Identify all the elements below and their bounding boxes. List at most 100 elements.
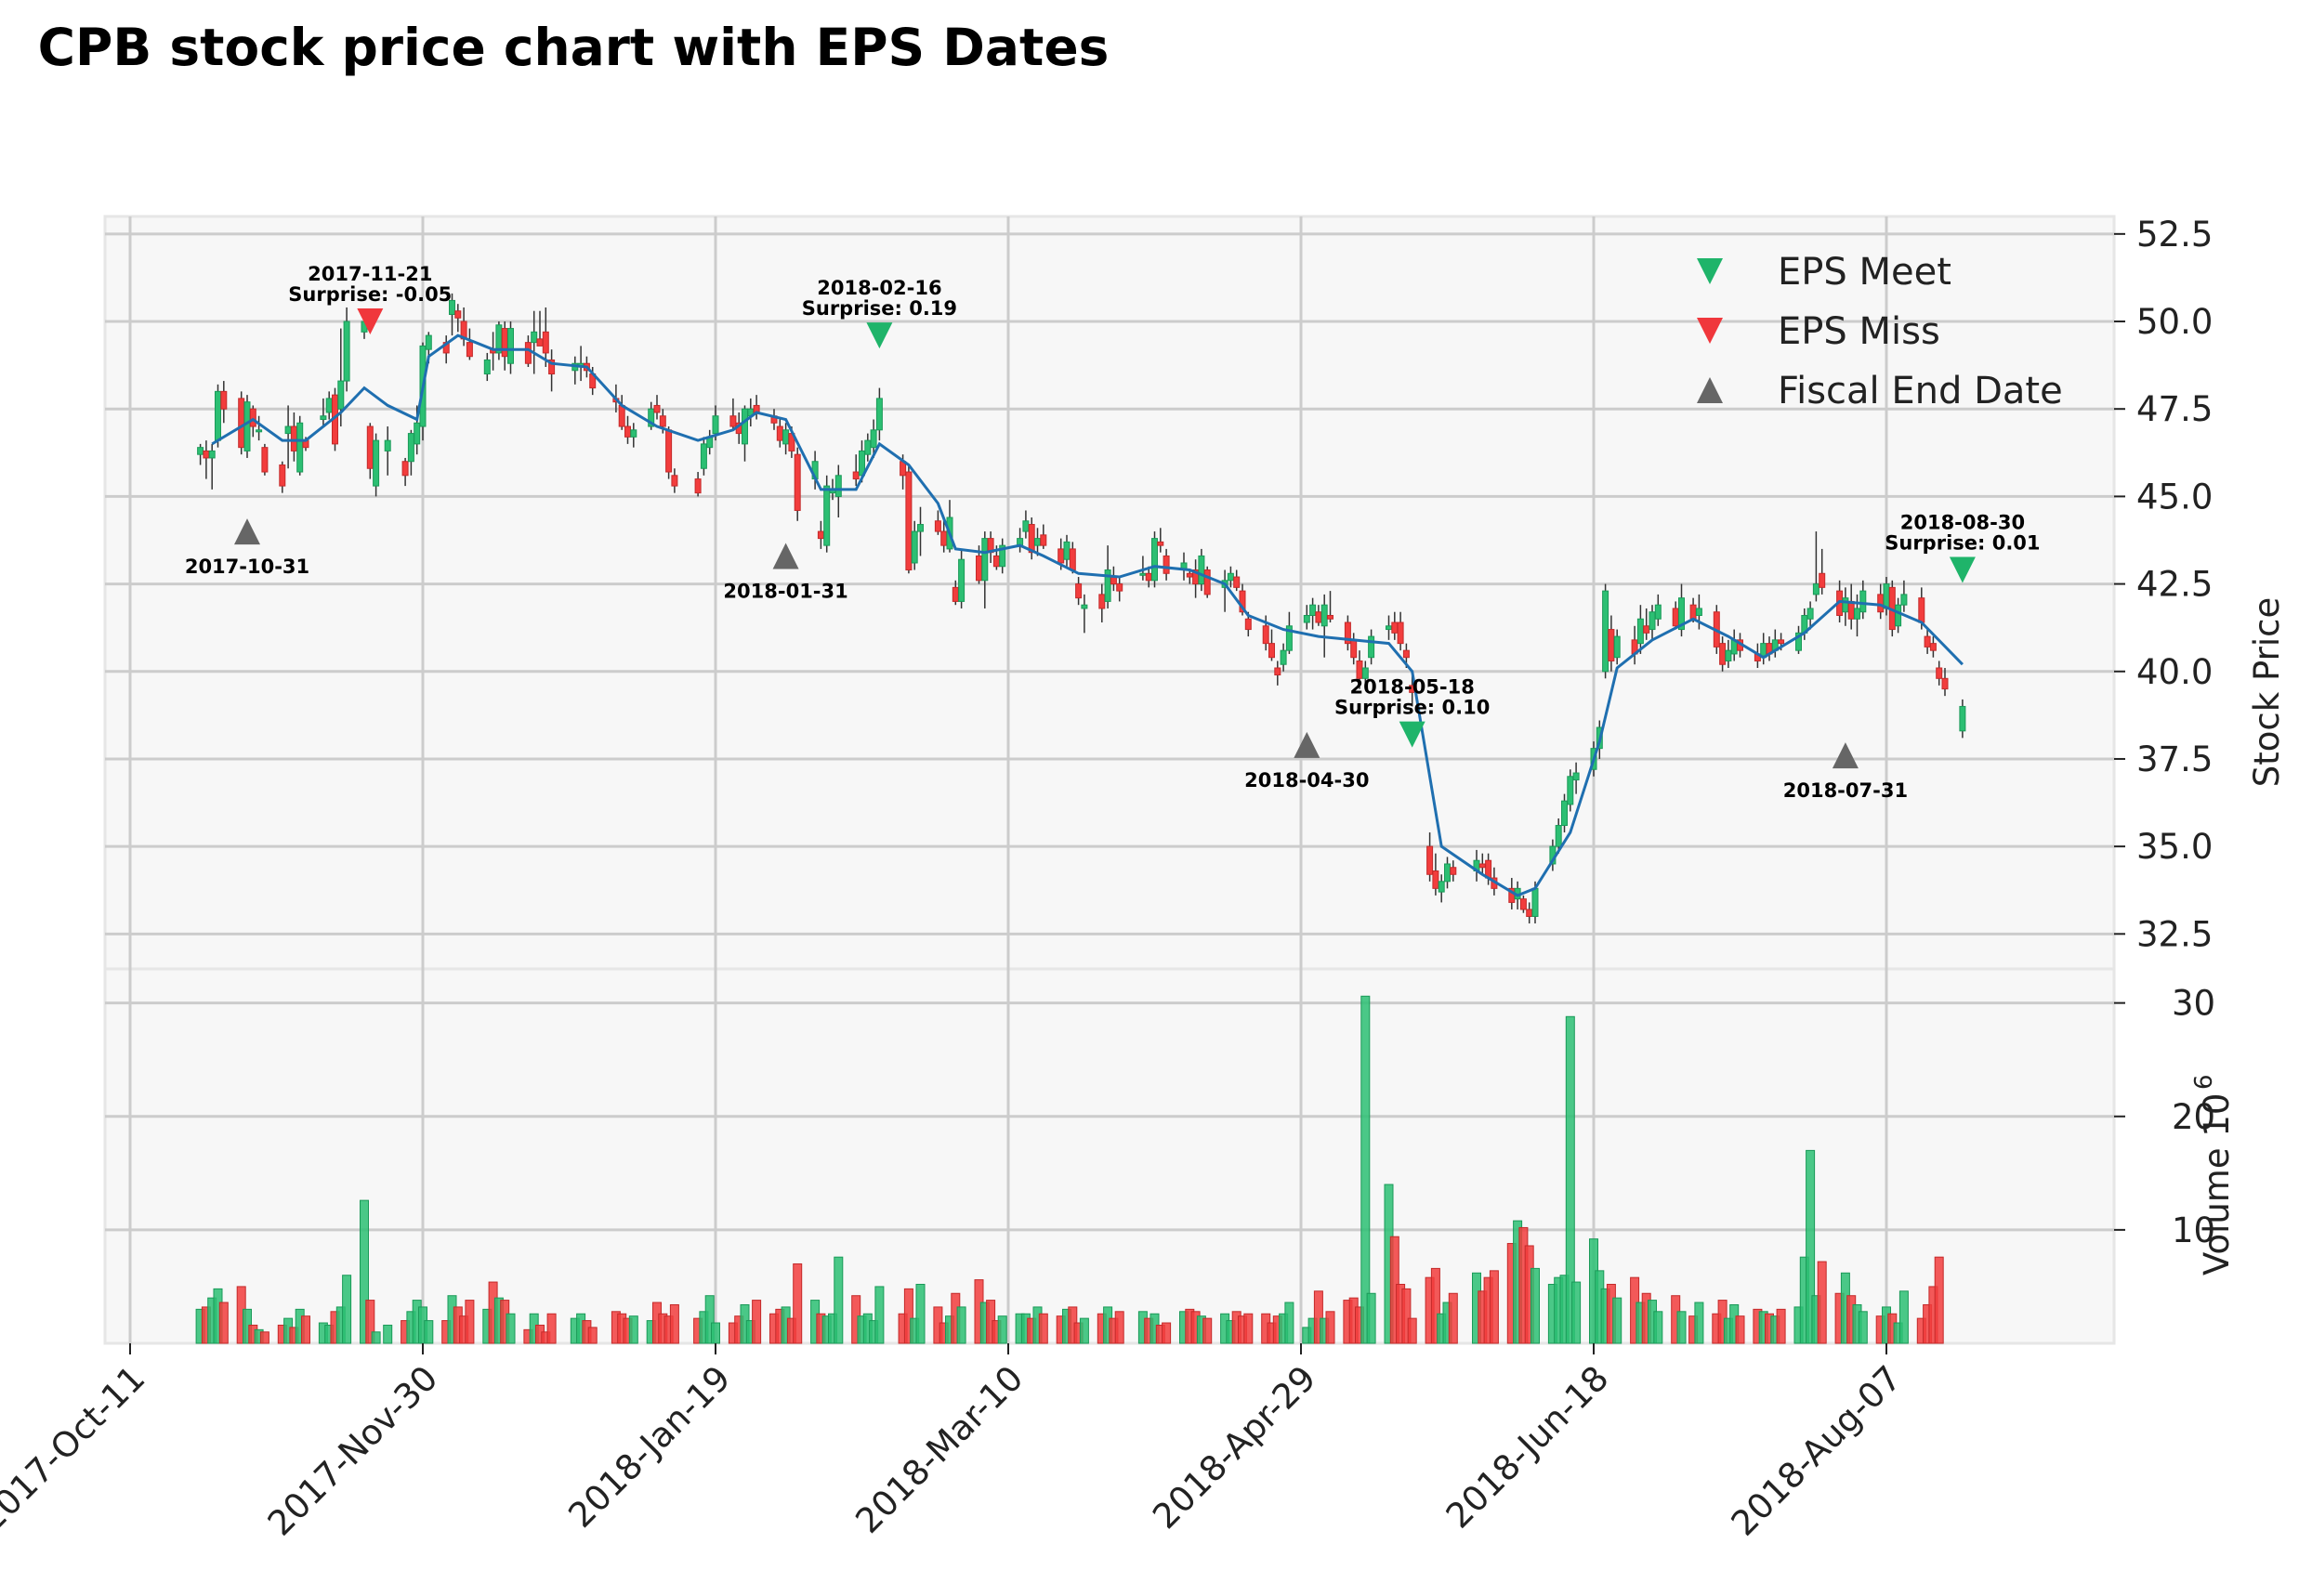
volume-bar — [704, 1295, 715, 1344]
price-tick-label: 47.5 — [2136, 389, 2213, 429]
candle-body — [1315, 611, 1322, 623]
fiscal-end-label: 2017-10-31 — [185, 556, 309, 578]
candle-body — [1063, 541, 1071, 560]
candle-body — [343, 321, 350, 382]
candle-body — [261, 447, 269, 473]
candle-body — [653, 404, 661, 413]
candle-body — [712, 415, 719, 435]
volume-bar — [342, 1275, 352, 1344]
candle-body — [1877, 594, 1885, 613]
candle-body — [1847, 600, 1855, 620]
candle-body — [249, 408, 256, 427]
candle-body — [1198, 555, 1205, 585]
candle-body — [648, 408, 655, 427]
volume-bar — [360, 1199, 369, 1344]
volume-bar — [1401, 1288, 1412, 1344]
volume-bar — [1934, 1256, 1944, 1344]
candle-body — [1081, 604, 1088, 609]
volume-bars — [195, 995, 1944, 1344]
volume-bar — [1612, 1297, 1622, 1344]
volume-bar — [1817, 1261, 1827, 1344]
candle-body — [256, 429, 263, 433]
volume-bar — [711, 1322, 720, 1344]
candle-body — [1608, 629, 1615, 661]
candle-body — [373, 439, 380, 487]
volume-bar — [1407, 1317, 1417, 1344]
candle-body — [1678, 597, 1685, 631]
y-axis-label: Stock Price — [2247, 597, 2287, 787]
volume-bar — [1162, 1322, 1172, 1344]
candle-body — [981, 538, 989, 582]
candle-body — [1186, 572, 1193, 578]
candle-body — [934, 520, 941, 532]
candle-body — [1262, 625, 1269, 645]
candle-body — [524, 342, 532, 364]
volume-bar — [997, 1315, 1007, 1344]
candle-body — [243, 401, 251, 451]
candle-body — [284, 425, 292, 435]
legend-marker — [1697, 258, 1723, 284]
candle-body — [1426, 845, 1434, 875]
candle-body — [694, 478, 702, 494]
volume-bar — [465, 1300, 475, 1344]
candle-body — [1285, 625, 1293, 651]
legend-marker — [1697, 318, 1723, 344]
candle-body — [618, 404, 625, 427]
candle-body — [1104, 569, 1111, 602]
x-tick-label: 2017-Nov-30 — [260, 1358, 446, 1544]
x-tick-label: 2018-Mar-10 — [848, 1358, 1031, 1541]
candle-body — [454, 310, 462, 319]
volume-bar — [1676, 1311, 1687, 1344]
candle-body — [1244, 618, 1252, 631]
candle-body — [1075, 583, 1083, 599]
candle-body — [659, 415, 666, 427]
candle-body — [1368, 635, 1375, 659]
eps-date-label: 2018-02-16 — [817, 277, 941, 299]
volume-bar — [383, 1324, 393, 1344]
x-tick-label: 2018-Jan-19 — [560, 1358, 738, 1536]
candle-body — [665, 429, 673, 473]
candle-body — [1859, 590, 1867, 613]
fiscal-end-marker — [234, 518, 260, 545]
fiscal-end-marker — [1832, 742, 1859, 769]
candle-body — [817, 530, 824, 540]
volume-bar — [1653, 1311, 1663, 1344]
candle-body — [1819, 572, 1826, 588]
volume-bar — [1284, 1302, 1294, 1344]
candle-body — [290, 425, 297, 451]
candle-body — [1280, 649, 1287, 665]
candle-body — [794, 453, 801, 511]
volume-bar — [1325, 1311, 1335, 1344]
candle-body — [905, 471, 913, 571]
candle-body — [1883, 583, 1890, 609]
candle-body — [1695, 608, 1702, 616]
candle-body — [1432, 870, 1439, 889]
volume-bar — [874, 1286, 885, 1344]
volume-bar — [424, 1320, 434, 1344]
eps-meet-marker — [1399, 721, 1425, 748]
candle-body — [1350, 639, 1358, 659]
volume-bar — [301, 1315, 310, 1344]
candle-body — [1806, 608, 1814, 620]
volume-axis-label: Volume 10 6 — [2190, 1074, 2237, 1275]
candle-body — [414, 422, 421, 445]
volume-tick-label: 10 — [2172, 1210, 2215, 1250]
candle-body — [220, 390, 228, 410]
candle-body — [296, 422, 304, 473]
candle-body — [782, 429, 790, 445]
candle-body — [1327, 614, 1333, 620]
candle-body — [1203, 569, 1211, 595]
volume-bar — [793, 1263, 803, 1344]
volume-bar — [834, 1256, 844, 1344]
candle-body — [466, 342, 473, 358]
candle-body — [1561, 800, 1568, 827]
candle-body — [407, 433, 414, 463]
eps-surprise-label: Surprise: 0.10 — [1334, 697, 1490, 719]
fiscal-end-marker — [772, 543, 799, 569]
volume-bar — [1114, 1311, 1124, 1344]
candle-body — [320, 415, 327, 421]
candle-body — [1643, 625, 1650, 634]
volume-bar — [903, 1288, 913, 1344]
price-tick-label: 40.0 — [2136, 652, 2213, 692]
